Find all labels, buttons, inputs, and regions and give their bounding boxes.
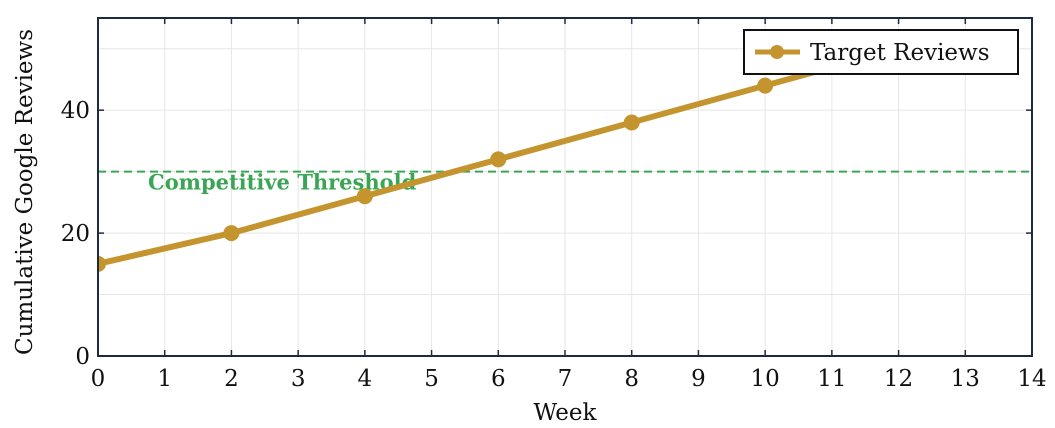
threshold-label: Competitive Threshold bbox=[148, 170, 417, 195]
x-tick-label: 2 bbox=[224, 366, 239, 392]
series-layer bbox=[98, 40, 907, 272]
x-tick-label: 5 bbox=[424, 366, 439, 392]
x-tick-label: 4 bbox=[358, 366, 373, 392]
x-tick-label: 3 bbox=[291, 366, 306, 392]
y-tick-label: 20 bbox=[61, 221, 90, 247]
data-point bbox=[356, 188, 373, 205]
legend: Target Reviews bbox=[743, 29, 1019, 75]
x-tick-label: 10 bbox=[751, 366, 780, 392]
data-point bbox=[757, 77, 774, 94]
x-tick-label: 8 bbox=[624, 366, 639, 392]
legend-marker-icon bbox=[770, 45, 784, 59]
x-tick-label: 0 bbox=[91, 366, 106, 392]
data-point bbox=[98, 255, 106, 272]
x-tick-label: 1 bbox=[157, 366, 172, 392]
x-tick-label: 14 bbox=[1017, 366, 1046, 392]
data-point bbox=[623, 114, 640, 131]
data-point bbox=[490, 151, 507, 168]
x-tick-label: 6 bbox=[491, 366, 506, 392]
x-axis-title: Week bbox=[534, 400, 598, 426]
threshold-annotation: Competitive Threshold bbox=[98, 170, 1032, 195]
x-tick-label: 13 bbox=[951, 366, 980, 392]
legend-label: Target Reviews bbox=[810, 40, 990, 66]
x-tick-label: 9 bbox=[691, 366, 706, 392]
y-tick-label: 40 bbox=[61, 98, 90, 124]
data-point bbox=[223, 225, 240, 242]
y-tick-label: 0 bbox=[75, 344, 90, 370]
y-axis-title: Cumulative Google Reviews bbox=[12, 29, 38, 355]
x-tick-label: 7 bbox=[558, 366, 573, 392]
x-tick-label: 12 bbox=[884, 366, 913, 392]
x-tick-label: 11 bbox=[817, 366, 846, 392]
